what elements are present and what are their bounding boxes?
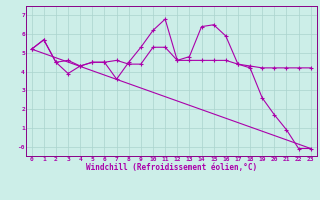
X-axis label: Windchill (Refroidissement éolien,°C): Windchill (Refroidissement éolien,°C) <box>86 163 257 172</box>
